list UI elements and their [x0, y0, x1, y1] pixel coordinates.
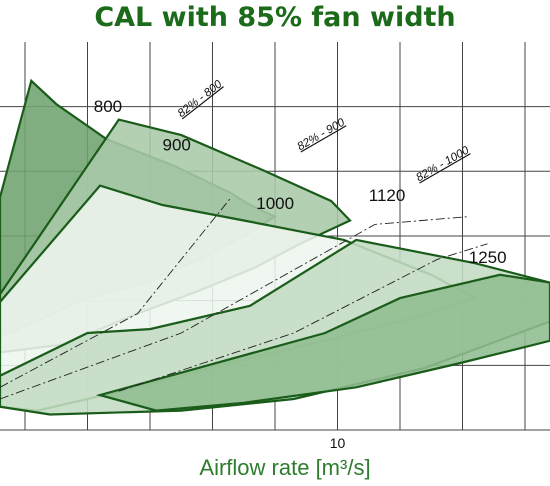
- efficiency-label-2: 82% - 900: [296, 116, 348, 153]
- area-label-800: 800: [94, 97, 122, 116]
- x-tick-label: 10: [330, 435, 346, 451]
- x-axis-ticks: 10: [330, 435, 346, 451]
- x-axis-label: Airflow rate [m³/s]: [199, 455, 371, 480]
- efficiency-label-3: 82% - 1000: [414, 144, 471, 184]
- efficiency-lines: [0, 196, 488, 400]
- area-label-1120: 1120: [369, 186, 406, 205]
- efficiency-line-3: [118, 243, 488, 392]
- efficiency-line-2: [0, 216, 469, 400]
- area-1250: [95, 273, 550, 412]
- area-label-900: 900: [163, 136, 191, 155]
- fan-areas: [0, 78, 550, 416]
- chart-title: CAL with 85% fan width: [94, 2, 456, 33]
- area-label-1250: 1250: [469, 248, 507, 267]
- area-label-1000: 1000: [256, 194, 294, 213]
- efficiency-label-1: 82% - 800: [176, 78, 225, 120]
- efficiency-line-1: [0, 196, 232, 388]
